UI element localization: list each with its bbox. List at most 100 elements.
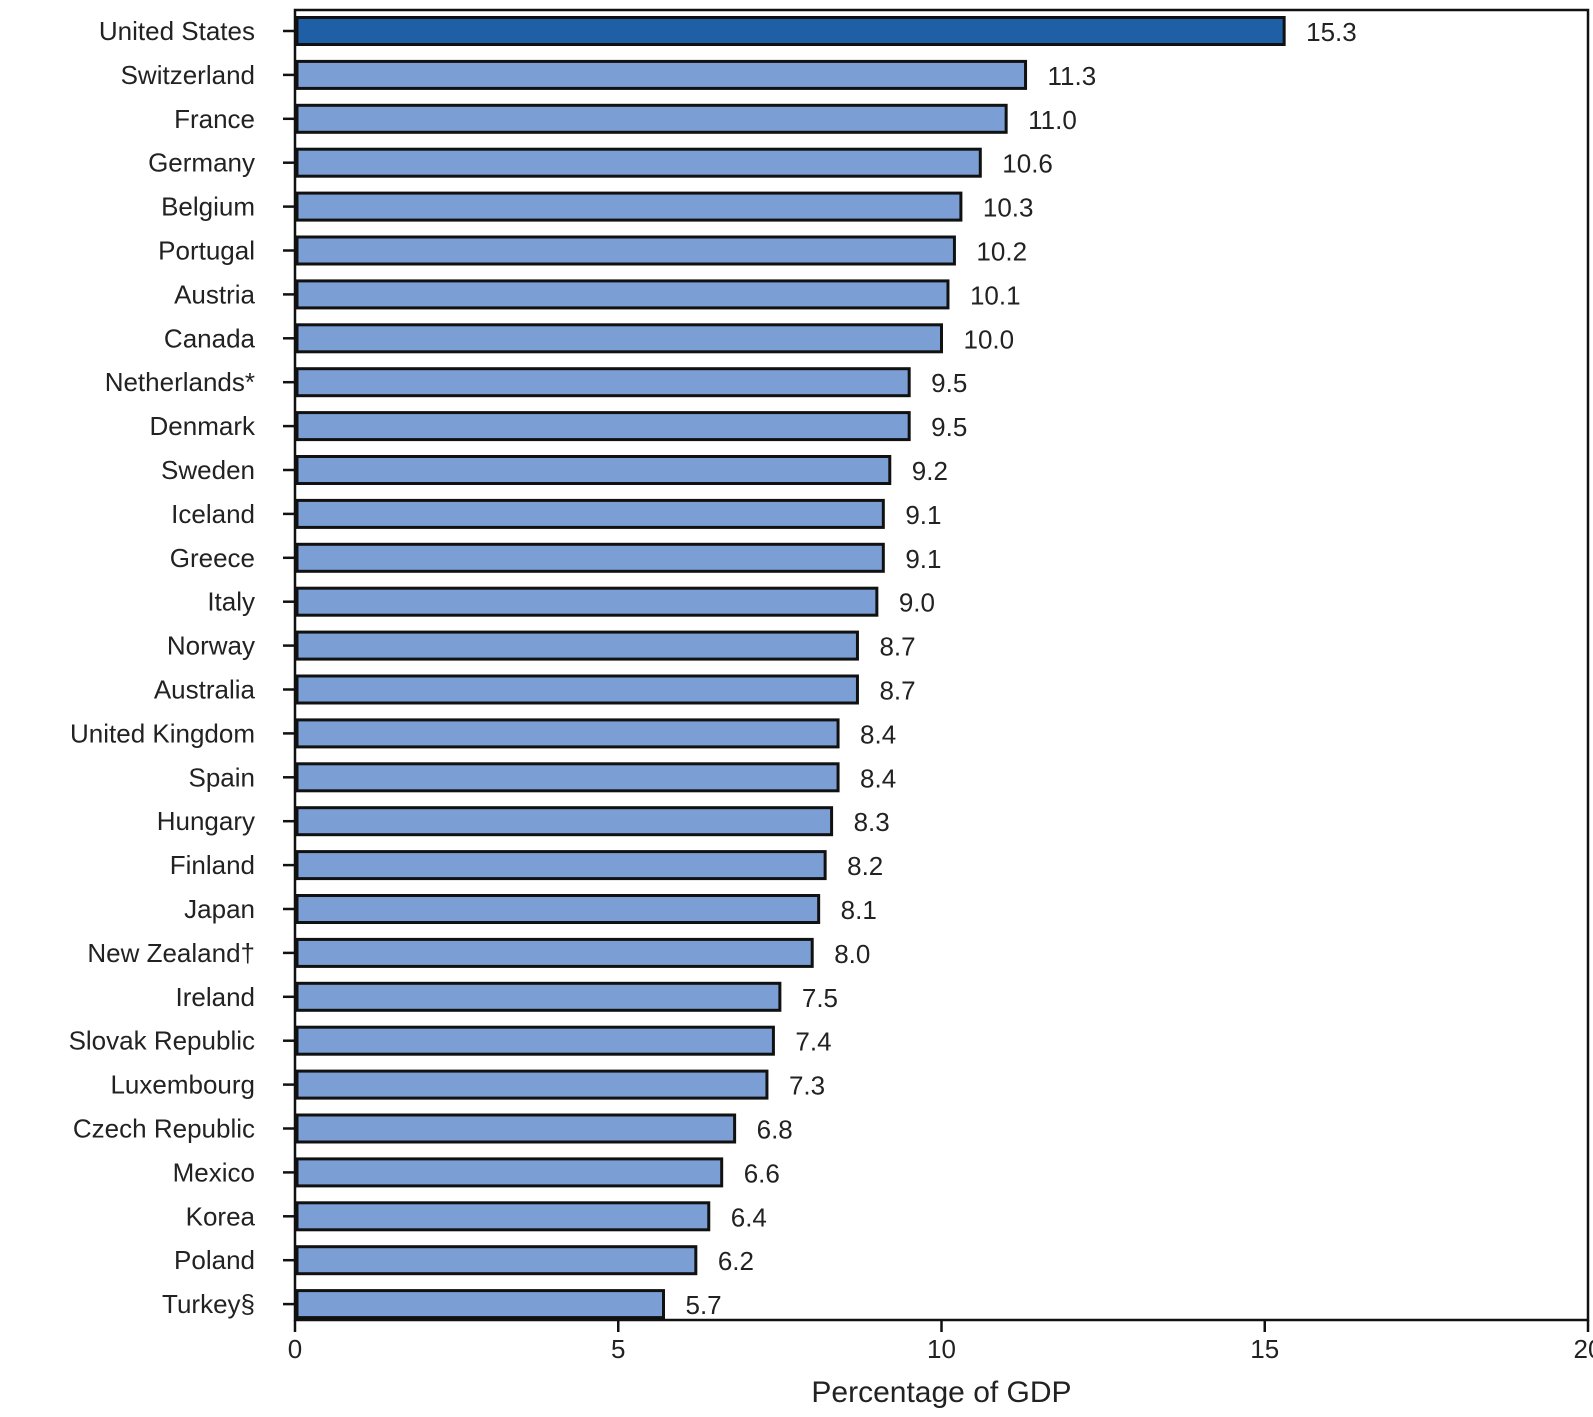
value-label: 9.5 — [931, 412, 967, 442]
bar — [295, 937, 814, 968]
category-label: Portugal — [158, 236, 255, 266]
bar — [295, 762, 840, 793]
bar — [295, 806, 834, 837]
value-label: 11.3 — [1048, 61, 1097, 91]
bar — [295, 147, 982, 178]
value-label: 8.3 — [854, 807, 890, 837]
x-tick-label: 20 — [1574, 1334, 1593, 1364]
value-label: 10.2 — [976, 237, 1027, 267]
category-label: Japan — [184, 894, 255, 924]
value-label: 10.6 — [1002, 149, 1053, 179]
category-label: Switzerland — [121, 60, 255, 90]
category-label: Hungary — [157, 806, 255, 836]
value-label: 9.0 — [899, 588, 935, 618]
category-label: Italy — [207, 587, 255, 617]
category-label: Canada — [164, 323, 256, 353]
category-label: Mexico — [173, 1157, 255, 1187]
category-label: Korea — [186, 1201, 256, 1231]
value-label: 11.0 — [1028, 105, 1077, 135]
value-label: 8.2 — [847, 851, 883, 881]
bar — [295, 498, 885, 529]
value-label: 10.3 — [983, 193, 1034, 223]
value-label: 8.1 — [841, 895, 877, 925]
x-tick-label: 15 — [1250, 1334, 1279, 1364]
bar — [295, 59, 1028, 90]
category-label: Belgium — [161, 192, 255, 222]
category-label: Turkey§ — [162, 1289, 255, 1319]
value-label: 8.4 — [860, 763, 896, 793]
category-label: Spain — [189, 762, 256, 792]
bar — [295, 1025, 775, 1056]
category-label: Iceland — [171, 499, 255, 529]
value-label: 15.3 — [1306, 17, 1357, 47]
x-axis-title: Percentage of GDP — [811, 1376, 1071, 1409]
value-label: 6.8 — [757, 1115, 793, 1145]
category-label: Denmark — [150, 411, 256, 441]
category-label: New Zealand† — [87, 938, 255, 968]
category-label: Norway — [167, 631, 255, 661]
bar — [295, 1113, 737, 1144]
x-tick-label: 10 — [927, 1334, 956, 1364]
bar — [295, 542, 885, 573]
category-label: United States — [99, 16, 255, 46]
value-label: 8.7 — [879, 676, 915, 706]
bar — [295, 323, 943, 354]
category-label: Australia — [154, 675, 256, 705]
bar — [295, 411, 911, 442]
value-label: 10.1 — [970, 280, 1021, 310]
category-label: United Kingdom — [70, 718, 255, 748]
value-label: 8.7 — [879, 632, 915, 662]
x-tick-label: 0 — [288, 1334, 302, 1364]
value-label: 7.3 — [789, 1071, 825, 1101]
bar — [295, 191, 963, 222]
value-label: 8.0 — [834, 939, 870, 969]
value-label: 5.7 — [686, 1290, 722, 1320]
bar — [295, 16, 1286, 46]
category-label: Ireland — [176, 982, 256, 1012]
value-label: 9.1 — [905, 544, 941, 574]
axes: 0 5 10 15 20 — [283, 8, 1593, 1364]
bar — [295, 630, 859, 661]
bar — [295, 1157, 724, 1188]
value-label: 6.2 — [718, 1246, 754, 1276]
value-label: 10.0 — [964, 324, 1015, 354]
bar — [295, 586, 879, 617]
category-labels: United States Switzerland France Germany Bel… — [69, 16, 256, 1319]
category-label: Austria — [174, 279, 255, 309]
value-labels: 15.3 11.3 11.0 10.6 10.3 10.2 10.1 10.0 9.5 9.5 9.… — [686, 17, 1357, 1320]
value-label: 9.5 — [931, 368, 967, 398]
bar — [295, 1245, 698, 1276]
bar — [295, 235, 956, 266]
bar — [295, 103, 1008, 134]
value-label: 7.4 — [795, 1027, 831, 1057]
bar — [295, 1201, 711, 1232]
bar — [295, 1289, 666, 1320]
value-label: 9.2 — [912, 456, 948, 486]
bar — [295, 1069, 769, 1100]
value-label: 7.5 — [802, 983, 838, 1013]
category-label: Netherlands* — [105, 367, 255, 397]
category-label: Finland — [170, 850, 255, 880]
category-label: Slovak Republic — [69, 1026, 255, 1056]
category-label: Sweden — [161, 455, 255, 485]
category-label: Luxembourg — [110, 1070, 255, 1100]
bars-layer — [295, 16, 1286, 1320]
bar — [295, 279, 950, 310]
bar — [295, 718, 840, 749]
category-label: Poland — [174, 1245, 255, 1275]
bar — [295, 674, 859, 705]
value-label: 6.6 — [744, 1158, 780, 1188]
category-label: Greece — [170, 543, 255, 573]
x-tick-label: 5 — [611, 1334, 625, 1364]
category-label: France — [174, 104, 255, 134]
bar — [295, 894, 821, 924]
category-label: Germany — [148, 148, 255, 178]
bar — [295, 455, 892, 485]
bar — [295, 981, 782, 1012]
category-label: Czech Republic — [73, 1114, 255, 1144]
value-label: 6.4 — [731, 1202, 767, 1232]
value-label: 8.4 — [860, 719, 896, 749]
bar — [295, 367, 911, 398]
bar — [295, 850, 827, 881]
